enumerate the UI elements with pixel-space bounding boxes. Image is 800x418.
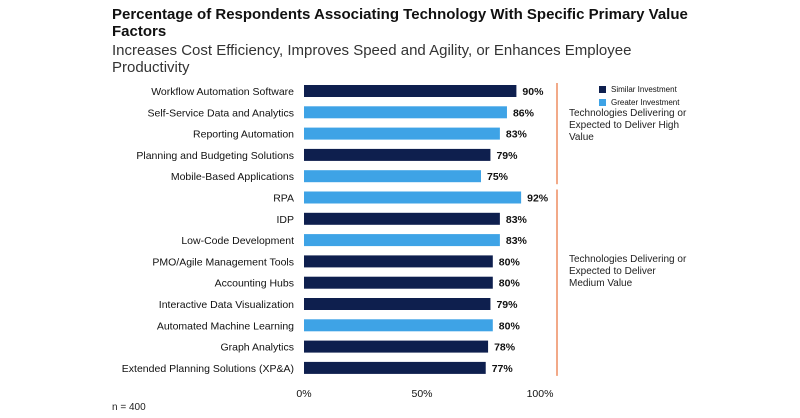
- value-label: 92%: [527, 193, 549, 205]
- legend-item-greater: Greater Investment: [599, 96, 679, 109]
- bar: [304, 361, 486, 374]
- category-label: Accounting Hubs: [215, 278, 294, 290]
- bar: [304, 106, 507, 119]
- value-label: 83%: [506, 235, 528, 247]
- category-label: Graph Analytics: [220, 342, 294, 354]
- category-label: RPA: [273, 193, 294, 205]
- legend: Similar Investment Greater Investment: [599, 83, 679, 109]
- legend-swatch-greater: [599, 99, 606, 106]
- bar: [304, 170, 481, 183]
- bar: [304, 148, 491, 161]
- chart-title: Percentage of Respondents Associating Te…: [112, 6, 688, 40]
- category-label: Low-Code Development: [181, 235, 294, 247]
- bar: [304, 212, 500, 225]
- bar: [304, 255, 493, 268]
- category-label: Reporting Automation: [193, 129, 294, 141]
- legend-label-greater: Greater Investment: [611, 98, 680, 107]
- bar: [304, 127, 500, 140]
- legend-swatch-similar: [599, 86, 606, 93]
- value-label: 79%: [496, 150, 518, 162]
- x-tick-label: 0%: [296, 388, 311, 400]
- bar: [304, 276, 493, 289]
- value-label: 80%: [499, 278, 521, 290]
- sample-size-note: n = 400: [112, 402, 146, 413]
- value-label: 83%: [506, 129, 528, 141]
- group-label-medium-value: Technologies Delivering or Expected to D…: [569, 254, 687, 289]
- bar: [304, 319, 493, 332]
- value-label: 90%: [522, 86, 544, 98]
- value-label: 86%: [513, 107, 535, 119]
- x-tick-label: 100%: [527, 388, 554, 400]
- category-label: PMO/Agile Management Tools: [152, 256, 294, 268]
- category-label: IDP: [276, 214, 294, 226]
- category-label: Interactive Data Visualization: [159, 299, 294, 311]
- category-label: Workflow Automation Software: [151, 86, 294, 98]
- bar: [304, 191, 522, 204]
- category-label: Extended Planning Solutions (XP&A): [122, 363, 294, 375]
- value-label: 79%: [496, 299, 518, 311]
- category-label: Mobile-Based Applications: [171, 171, 294, 183]
- bar: [304, 85, 517, 97]
- bar: [304, 340, 489, 353]
- value-label: 75%: [487, 171, 509, 183]
- value-label: 78%: [494, 342, 516, 354]
- category-label: Automated Machine Learning: [157, 320, 294, 332]
- bar: [304, 234, 500, 247]
- bar: [304, 298, 491, 310]
- value-label: 80%: [499, 320, 521, 332]
- value-label: 83%: [506, 214, 528, 226]
- category-label: Self-Service Data and Analytics: [148, 107, 295, 119]
- category-label: Planning and Budgeting Solutions: [136, 150, 294, 162]
- value-label: 80%: [499, 256, 521, 268]
- legend-item-similar: Similar Investment: [599, 83, 679, 96]
- chart-subtitle: Increases Cost Efficiency, Improves Spee…: [112, 42, 632, 76]
- legend-label-similar: Similar Investment: [611, 85, 677, 94]
- x-tick-label: 50%: [411, 388, 432, 400]
- group-label-high-value: Technologies Delivering or Expected to D…: [569, 108, 687, 143]
- value-label: 77%: [492, 363, 514, 375]
